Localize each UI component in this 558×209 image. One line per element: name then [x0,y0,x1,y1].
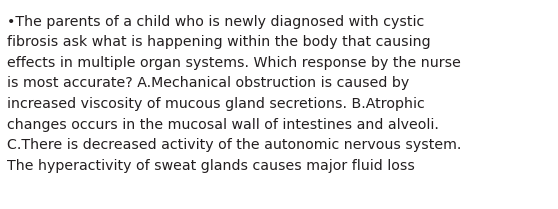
Text: •The parents of a child who is newly diagnosed with cystic
fibrosis ask what is : •The parents of a child who is newly dia… [7,15,461,173]
